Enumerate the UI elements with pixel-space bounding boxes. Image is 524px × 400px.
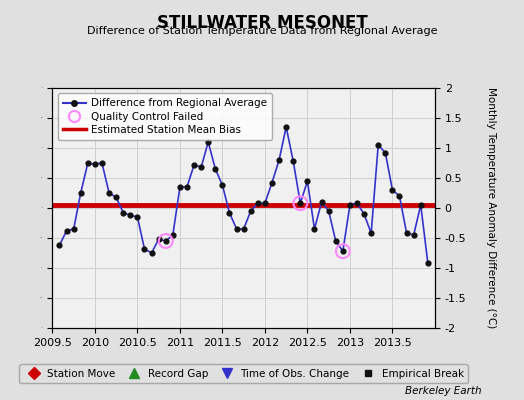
Point [218, 182, 226, 188]
Point [211, 166, 220, 172]
Point [417, 202, 425, 208]
Point [289, 158, 298, 164]
Point [324, 208, 333, 214]
Point [239, 226, 248, 232]
Point [91, 161, 99, 167]
Point [374, 142, 383, 148]
Point [190, 162, 198, 168]
Point [233, 226, 241, 232]
Point [303, 178, 312, 184]
Point [254, 200, 262, 206]
Point [169, 232, 177, 238]
Point [388, 187, 397, 193]
Point [55, 242, 63, 248]
Point [424, 260, 432, 266]
Y-axis label: Monthly Temperature Anomaly Difference (°C): Monthly Temperature Anomaly Difference (… [486, 87, 496, 329]
Point [261, 200, 269, 206]
Point [360, 211, 368, 217]
Point [339, 248, 347, 254]
Point [161, 238, 170, 244]
Text: Berkeley Earth: Berkeley Earth [406, 386, 482, 396]
Point [176, 184, 184, 190]
Point [77, 190, 85, 196]
Point [70, 226, 78, 232]
Point [282, 124, 290, 130]
Point [161, 238, 170, 244]
Point [133, 214, 141, 220]
Text: STILLWATER MESONET: STILLWATER MESONET [157, 14, 367, 32]
Point [296, 200, 304, 206]
Legend: Station Move, Record Gap, Time of Obs. Change, Empirical Break: Station Move, Record Gap, Time of Obs. C… [19, 364, 468, 383]
Point [112, 194, 121, 200]
Point [105, 190, 113, 196]
Point [346, 202, 354, 208]
Point [353, 200, 361, 206]
Point [84, 160, 92, 166]
Point [395, 193, 403, 199]
Point [296, 200, 304, 206]
Point [339, 248, 347, 254]
Point [147, 250, 156, 256]
Point [197, 164, 205, 170]
Point [381, 150, 389, 156]
Point [409, 232, 418, 238]
Point [402, 230, 411, 236]
Point [367, 230, 375, 236]
Point [183, 184, 191, 190]
Point [204, 139, 212, 145]
Point [332, 238, 340, 244]
Point [155, 236, 163, 242]
Point [119, 210, 127, 216]
Text: Difference of Station Temperature Data from Regional Average: Difference of Station Temperature Data f… [87, 26, 437, 36]
Point [140, 246, 149, 252]
Point [275, 157, 283, 163]
Point [98, 160, 106, 166]
Point [318, 199, 326, 205]
Point [225, 210, 234, 216]
Point [310, 226, 319, 232]
Point [246, 208, 255, 214]
Point [62, 228, 71, 234]
Point [268, 180, 276, 186]
Point [126, 212, 135, 218]
